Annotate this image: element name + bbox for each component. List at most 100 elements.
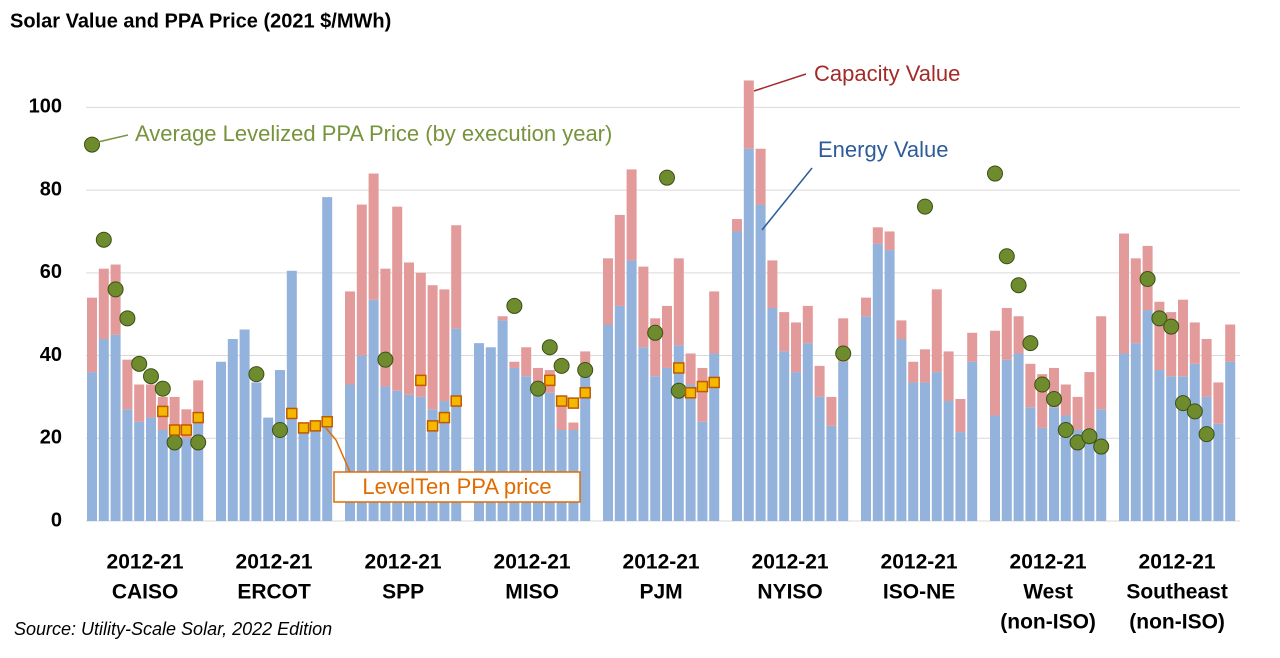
bar <box>146 417 156 521</box>
bar <box>673 258 684 346</box>
bar <box>1037 374 1048 428</box>
bar <box>87 297 97 373</box>
marker <box>1175 395 1191 412</box>
marker <box>168 424 181 436</box>
group-label: PJM <box>640 581 683 604</box>
bar <box>1130 258 1141 344</box>
bar <box>1189 363 1200 521</box>
bar <box>310 425 321 521</box>
bar <box>685 384 696 521</box>
group-label: SPP <box>382 581 424 604</box>
bar <box>1189 322 1200 364</box>
marker <box>248 366 265 383</box>
energy-annotation: Energy Value <box>818 137 948 162</box>
group-label: 2012-21 <box>1010 551 1087 574</box>
bar <box>580 376 591 521</box>
marker <box>1186 403 1203 420</box>
bar <box>286 270 297 521</box>
marker <box>415 374 427 387</box>
marker <box>180 424 193 436</box>
marker <box>107 281 124 298</box>
bar <box>931 372 942 521</box>
bar <box>732 219 742 232</box>
bar <box>251 382 262 521</box>
levelten-annotation: LevelTen PPA price <box>362 474 551 499</box>
marker <box>95 231 112 248</box>
bar <box>110 264 121 335</box>
bar <box>861 316 871 521</box>
bar <box>955 398 966 433</box>
marker <box>506 297 523 314</box>
group-label: 2012-21 <box>881 551 958 574</box>
bar <box>1201 396 1212 521</box>
marker <box>143 368 159 385</box>
bar <box>146 384 156 418</box>
bar <box>110 334 121 521</box>
bar <box>1049 407 1059 521</box>
bar <box>1013 353 1024 521</box>
bar <box>767 307 778 521</box>
bar <box>1166 312 1177 377</box>
group-label: 2012-21 <box>752 551 829 574</box>
bar <box>662 305 672 368</box>
bar <box>826 396 837 426</box>
bar <box>451 328 462 521</box>
marker <box>673 362 685 374</box>
bar <box>275 370 285 521</box>
group-label: 2012-21 <box>365 551 442 574</box>
bar <box>216 361 226 521</box>
bar <box>345 291 355 385</box>
bar <box>920 382 930 521</box>
bar <box>1225 361 1236 521</box>
bar <box>743 80 754 149</box>
bar <box>1049 367 1059 408</box>
bar <box>697 421 708 521</box>
bar <box>767 260 778 308</box>
leader-line <box>325 427 351 473</box>
leader-line <box>753 73 807 92</box>
bar <box>1096 409 1107 521</box>
marker <box>1057 422 1074 438</box>
bar <box>122 359 133 410</box>
ppa-annotation: Average Levelized PPA Price (by executio… <box>135 121 612 146</box>
group-label: 2012-21 <box>494 551 571 574</box>
bar <box>451 225 462 329</box>
bar <box>662 367 672 521</box>
bar <box>1178 299 1188 377</box>
leader-line <box>97 134 129 143</box>
bar <box>368 299 379 521</box>
bar <box>122 409 133 521</box>
marker <box>998 248 1015 265</box>
bar <box>1154 301 1165 371</box>
bar <box>556 401 567 430</box>
marker <box>1093 438 1110 455</box>
bar <box>1213 423 1224 521</box>
bar <box>380 386 391 521</box>
marker <box>530 380 546 397</box>
y-tick-label: 0 <box>51 509 62 531</box>
bar <box>943 401 954 521</box>
bar <box>709 353 720 521</box>
bar <box>87 372 97 521</box>
y-tick-label: 20 <box>40 427 62 449</box>
bar <box>1225 324 1236 362</box>
marker <box>987 165 1003 182</box>
chart-title: Solar Value and PPA Price (2021 $/MWh) <box>10 10 391 32</box>
bar <box>134 421 145 521</box>
group-label: 2012-21 <box>1139 551 1216 574</box>
group-label: 2012-21 <box>107 551 184 574</box>
bar <box>98 268 109 339</box>
marker <box>286 407 298 420</box>
bar <box>755 148 766 205</box>
bar <box>497 320 508 521</box>
group-label: (non-ISO) <box>1000 611 1096 634</box>
bar <box>1213 382 1224 424</box>
bar <box>1072 430 1083 521</box>
marker <box>166 434 183 451</box>
bar <box>485 347 496 521</box>
bar <box>990 415 1000 521</box>
marker <box>1198 426 1215 443</box>
y-tick-label: 100 <box>29 96 62 118</box>
bar <box>134 384 145 422</box>
group-label: CAISO <box>112 581 179 604</box>
